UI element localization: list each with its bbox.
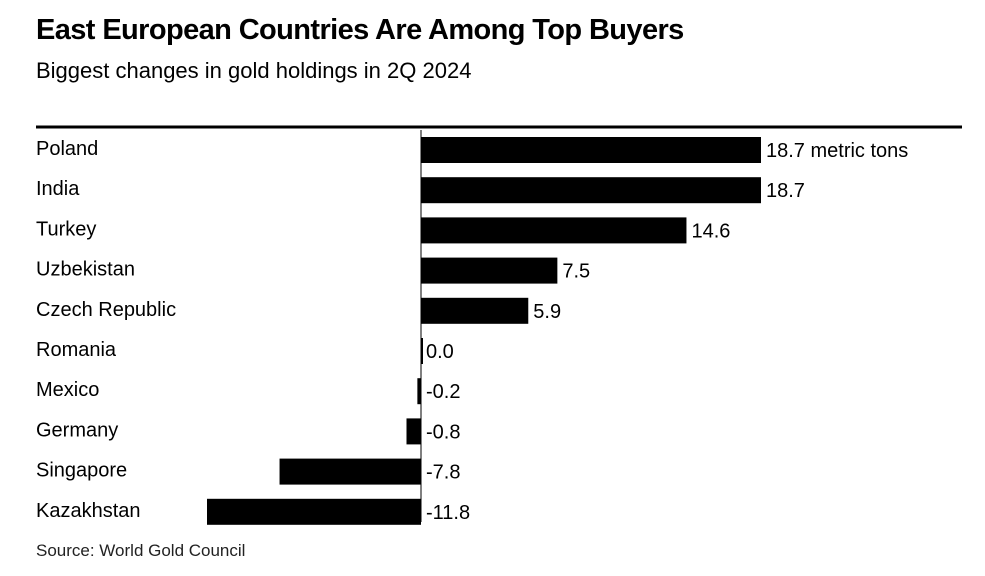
bar [207,498,421,525]
category-label: Poland [36,138,98,160]
value-label: 18.7 metric tons [766,140,908,162]
category-label: Kazakhstan [36,500,141,522]
category-label: Germany [36,419,118,441]
bar [279,458,421,485]
chart-title: East European Countries Are Among Top Bu… [36,14,684,46]
bar [421,297,529,324]
bar [406,418,421,445]
category-label: Mexico [36,379,99,401]
bar [421,137,761,163]
chart-rows: Poland 18.7 metric tons India 18.7 Turkey 14.… [36,137,908,525]
value-label: -7.8 [426,462,460,484]
value-label: -0.8 [426,421,460,443]
value-label: 0.0 [426,341,454,363]
chart-subtitle: Biggest changes in gold holdings in 2Q 2… [36,58,472,83]
bar [417,378,421,405]
category-label: Romania [36,339,117,361]
value-label: 5.9 [533,301,561,323]
category-label: Czech Republic [36,299,176,321]
bar [421,257,558,284]
bar [421,177,761,204]
value-label: -11.8 [426,502,470,524]
category-label: Turkey [36,218,96,240]
value-label: 7.5 [562,261,590,283]
bar [421,338,423,364]
category-label: Uzbekistan [36,259,135,281]
category-label: India [36,178,80,200]
category-label: Singapore [36,460,127,482]
value-label: 18.7 [766,180,805,202]
value-label: -0.2 [426,381,460,403]
value-label: 14.6 [691,220,730,242]
source-note: Source: World Gold Council [36,541,246,560]
bar [421,217,687,244]
